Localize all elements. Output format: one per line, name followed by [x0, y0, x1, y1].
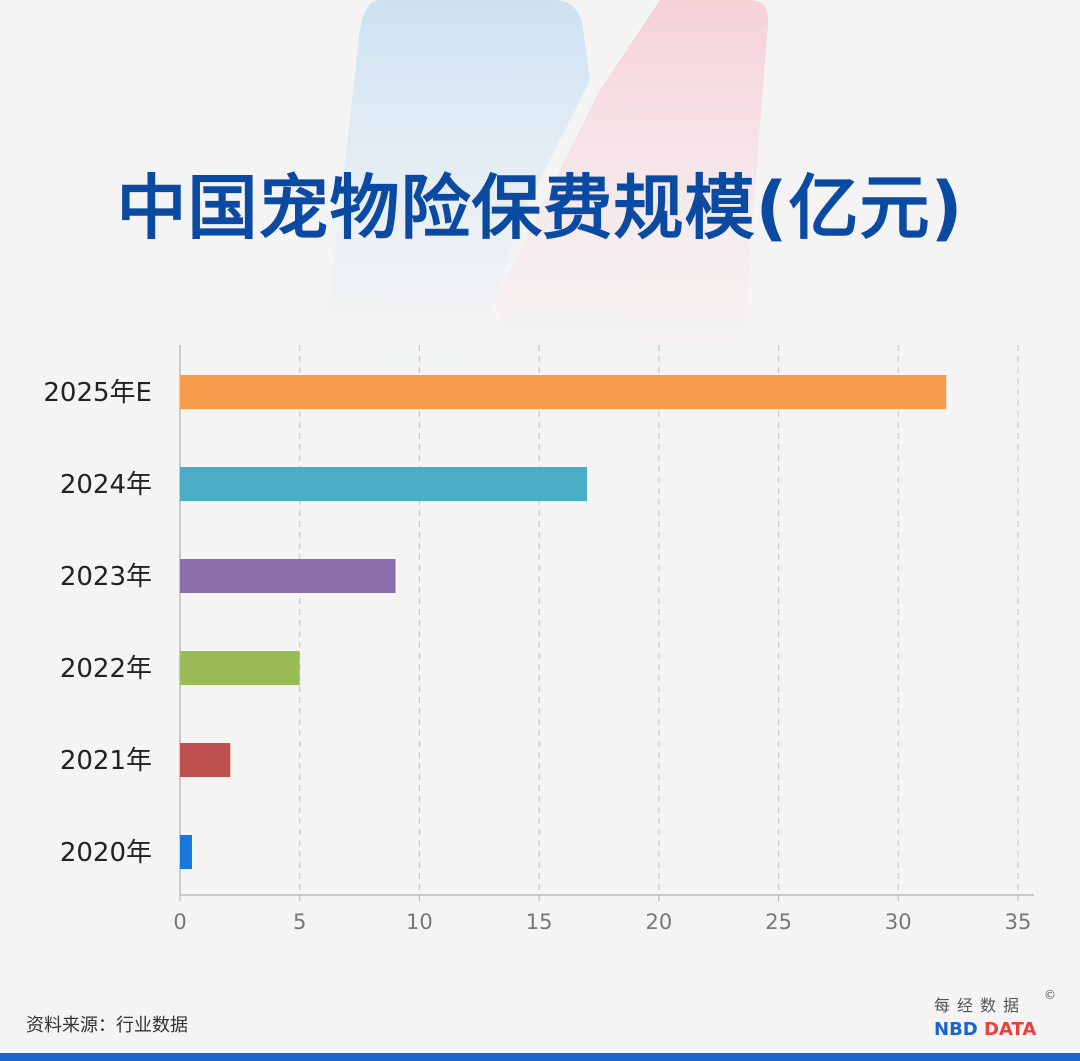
bar: [180, 651, 300, 685]
bar: [180, 375, 947, 409]
x-tick-label: 20: [645, 910, 672, 934]
nbd-data-logo: 每经数据 © NBD DATA: [934, 988, 1064, 1040]
x-tick-label: 5: [293, 910, 306, 934]
bar: [180, 835, 192, 869]
category-label: 2025年E: [43, 378, 152, 408]
logo-chinese-text: 每经数据: [934, 996, 1027, 1015]
category-label: 2023年: [60, 562, 152, 592]
category-label: 2024年: [60, 470, 152, 500]
category-label: 2020年: [60, 838, 152, 868]
x-tick-label: 15: [526, 910, 553, 934]
x-tick-label: 10: [406, 910, 433, 934]
bar: [180, 559, 396, 593]
category-label: 2021年: [60, 746, 152, 776]
logo-data: DATA: [984, 1019, 1037, 1040]
source-note: 资料来源：行业数据: [26, 1015, 188, 1036]
x-tick-label: 30: [885, 910, 912, 934]
bar: [180, 743, 231, 777]
logo-english-text: NBD DATA: [934, 1019, 1064, 1040]
logo-nbd: NBD: [934, 1019, 978, 1040]
bar: [180, 467, 588, 501]
category-label: 2022年: [60, 654, 152, 684]
x-tick-label: 25: [765, 910, 792, 934]
x-tick-label: 35: [1005, 910, 1032, 934]
chart-title: 中国宠物险保费规模(亿元): [116, 167, 964, 249]
x-tick-label: 0: [173, 910, 186, 934]
bottom-accent-bar: [0, 1053, 1080, 1061]
copyright-icon: ©: [1044, 988, 1056, 1002]
